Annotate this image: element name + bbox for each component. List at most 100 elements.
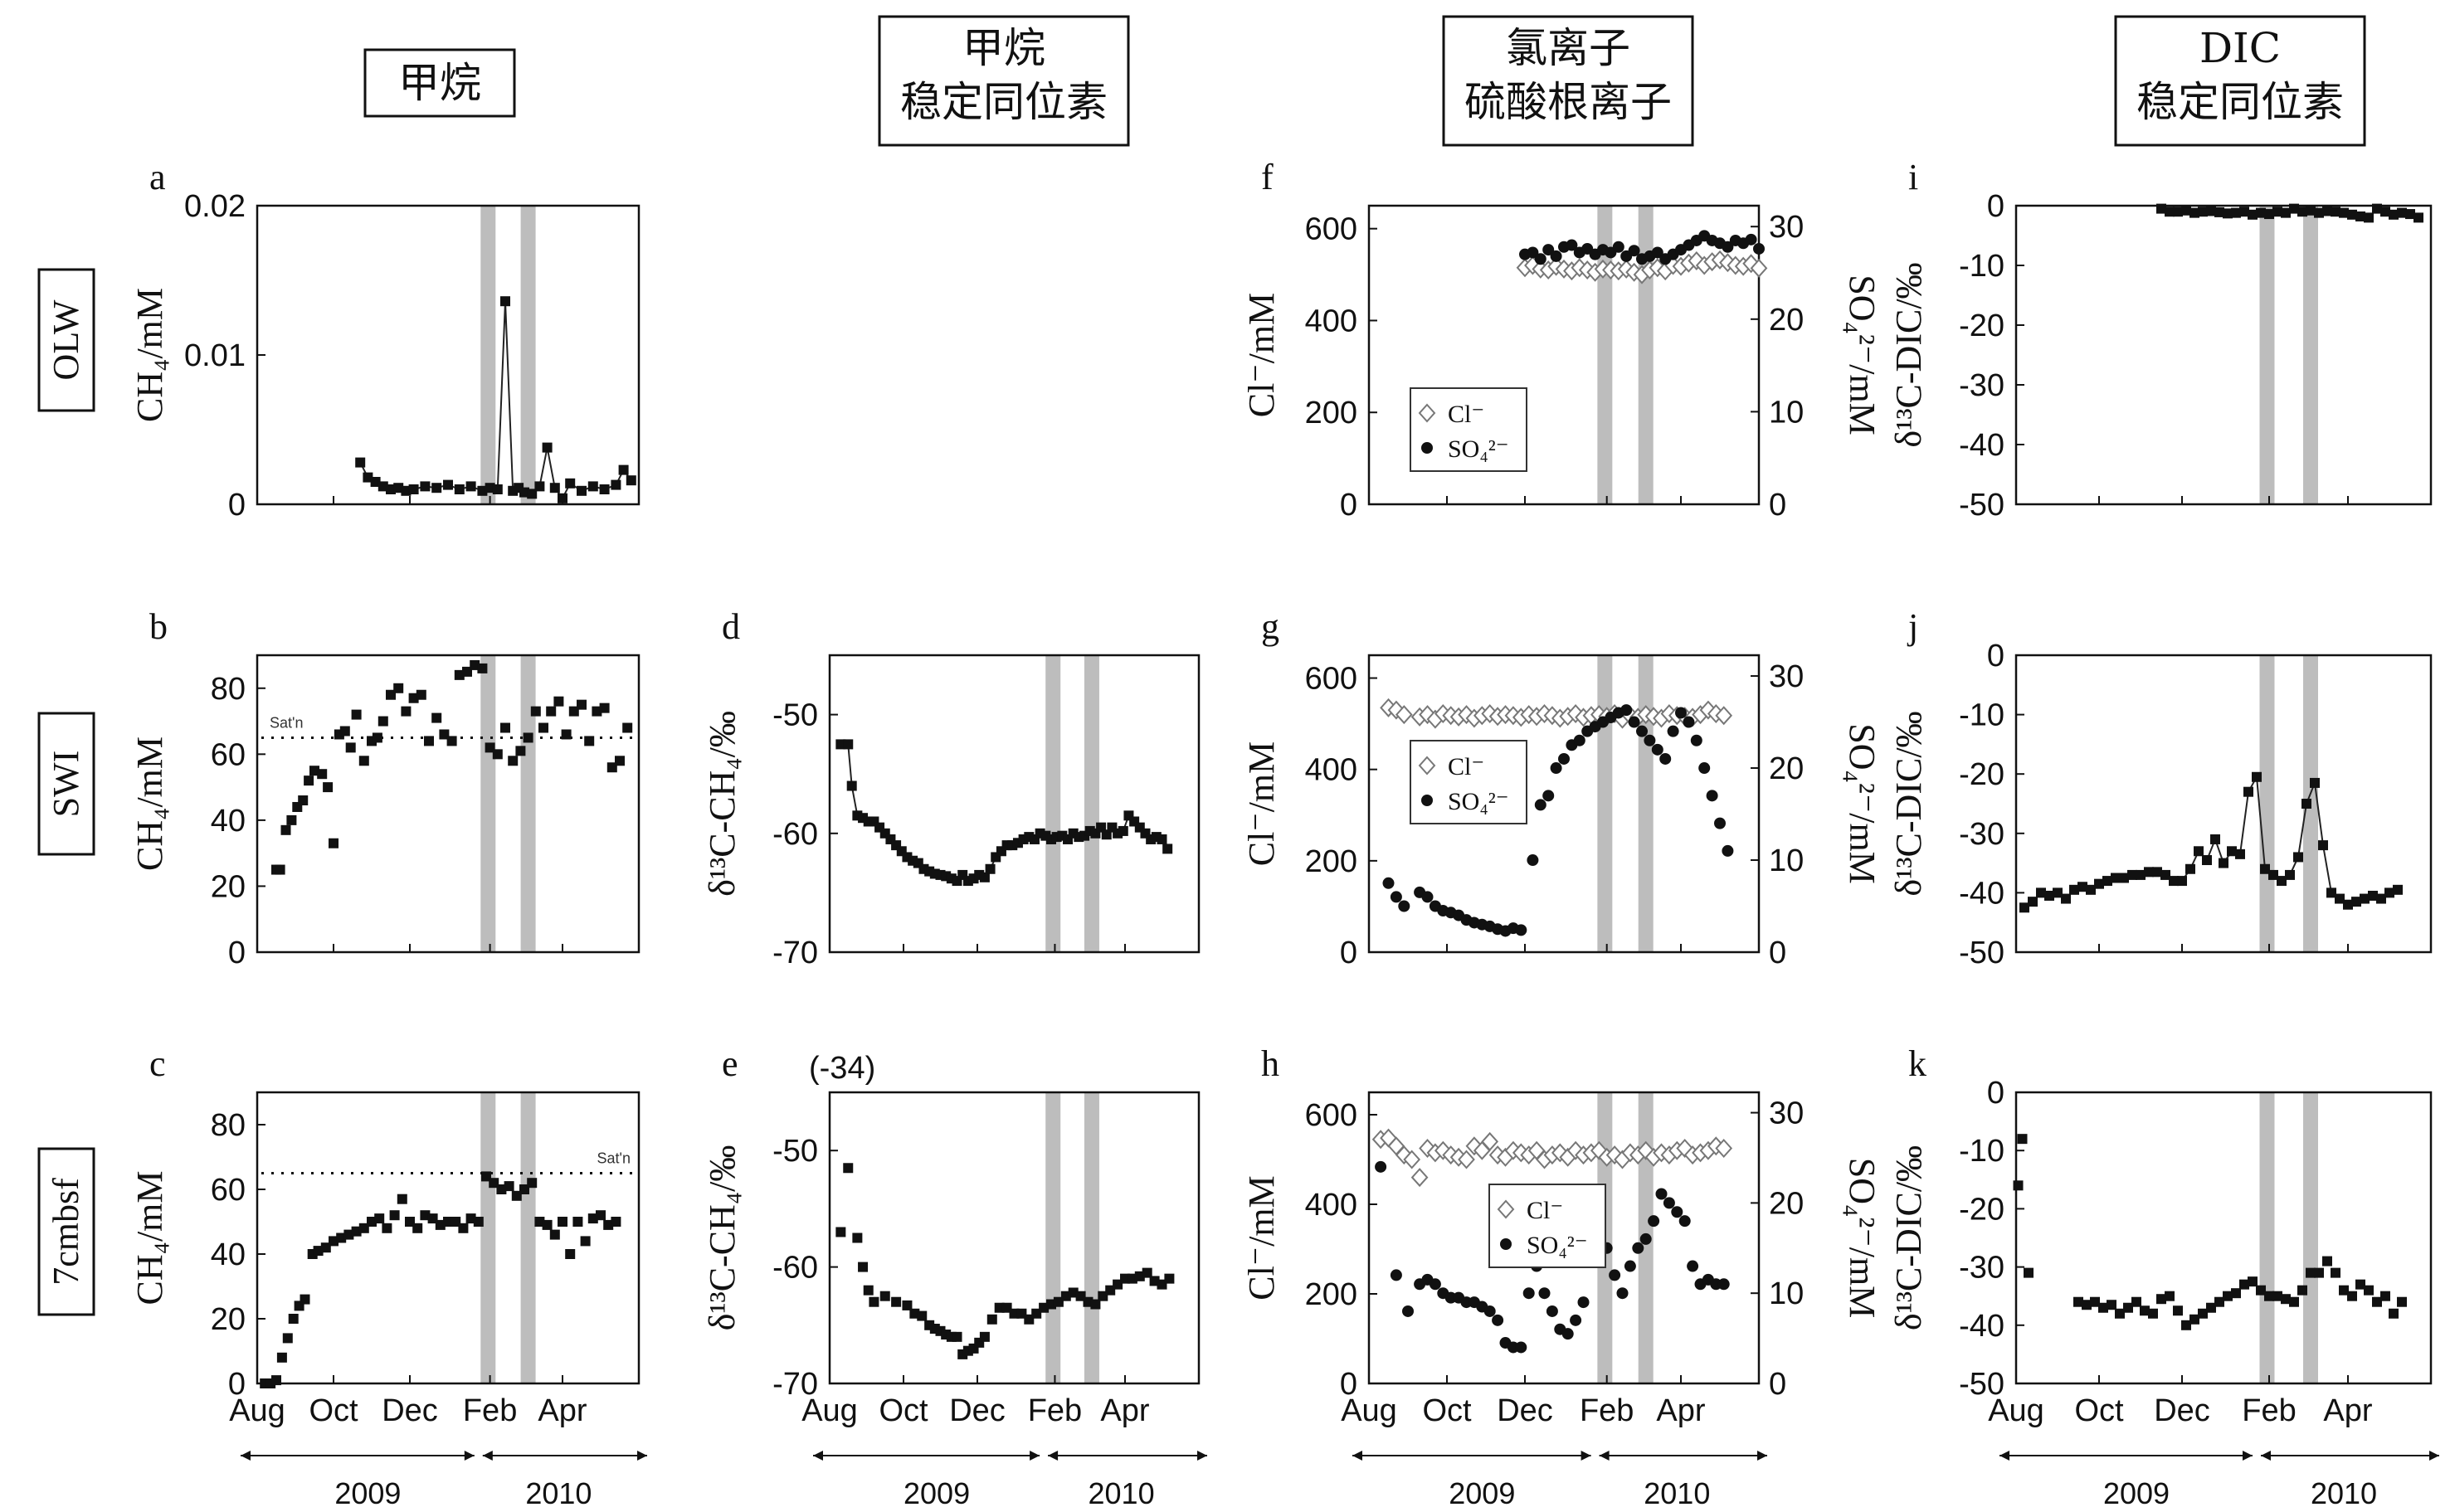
sampling-gap-band [480, 206, 496, 504]
x-tick-label: Apr [1656, 1393, 1705, 1428]
y2-tick-label: 20 [1769, 303, 1804, 338]
data-point [534, 1217, 545, 1227]
data-point-so4 [1678, 1215, 1691, 1228]
panel-c: c 0 20 40 60 80 CH₄/mM Aug Oct Dec Feb Apr Sat'n [129, 1043, 641, 1428]
x-tick-label: Dec [1497, 1393, 1553, 1428]
data-point-so4 [1632, 1242, 1644, 1254]
y-tick-label: 0 [1987, 1076, 2004, 1111]
y-tick-label: 400 [1305, 1188, 1357, 1223]
data-point-so4 [1698, 762, 1711, 775]
x-tick-label: Dec [2154, 1393, 2210, 1428]
legend-marker-so4 [1421, 442, 1433, 454]
data-point [377, 481, 388, 492]
year-axis-h: 2009 2010 [1352, 1451, 1767, 1510]
data-point [2331, 1267, 2340, 1278]
x-tick-label: Feb [463, 1393, 517, 1428]
data-point [584, 736, 595, 746]
data-point [2077, 882, 2087, 892]
data-point [2314, 1267, 2324, 1278]
data-point [599, 484, 610, 494]
data-point [2235, 848, 2245, 859]
y2-tick-label: 30 [1769, 210, 1804, 245]
data-point [2231, 1288, 2241, 1299]
y-tick-label: 20 [211, 1302, 246, 1337]
arrow-head [2261, 1451, 2271, 1461]
data-point-so4 [1687, 1260, 1699, 1272]
data-point [2331, 207, 2340, 217]
data-point-so4 [1628, 716, 1640, 728]
legend: Cl⁻ SO₄²⁻ [1488, 1184, 1606, 1268]
data-point [603, 1219, 614, 1230]
header-box [363, 48, 516, 118]
data-point [2306, 205, 2316, 216]
x-tick-label: Apr [2323, 1393, 2372, 1428]
data-point [2094, 878, 2104, 889]
data-point-so4 [1717, 1278, 1730, 1291]
data-point [477, 485, 488, 496]
data-point [611, 1217, 621, 1227]
panel-f: f 0 200 400 600 Cl⁻/mM 0 10 20 30 SO₄²⁻/mM Cl⁻ SO₄²⁻ [1241, 157, 1883, 523]
x-tick-label: Feb [2242, 1393, 2296, 1428]
data-point-so4 [1566, 239, 1578, 251]
data-point [2306, 1267, 2316, 1278]
data-point [519, 1184, 529, 1194]
sampling-gap-band [480, 1092, 496, 1383]
column-header: 甲烷 [363, 48, 516, 118]
panel-d: d -70 -60 -50 δ¹³C-CH₄/‰ [702, 606, 1201, 970]
data-point-so4 [1616, 1287, 1629, 1300]
data-point [427, 1213, 438, 1224]
data-point [843, 739, 854, 750]
x-tick-label: Oct [1422, 1393, 1472, 1428]
legend-box [1410, 387, 1527, 472]
legend-label-so4: SO₄²⁻ [1448, 788, 1509, 815]
data-point [300, 1294, 310, 1305]
data-point [304, 775, 314, 786]
data-point [592, 706, 602, 717]
panel-e: e -70 -60 -50 δ¹³C-CH₄/‰ Aug Oct Dec Feb Apr [702, 1043, 1201, 1428]
data-point [2069, 884, 2079, 895]
data-point [288, 1314, 299, 1324]
data-point [2335, 893, 2345, 904]
y-tick-label: 600 [1305, 662, 1357, 697]
y-tick-label: -50 [772, 698, 818, 733]
sampling-gap-band [520, 206, 536, 504]
data-point [439, 729, 450, 740]
x-tick-label: Apr [538, 1393, 587, 1428]
data-point [2019, 902, 2029, 913]
y-axis-label: δ¹³C-DIC/‰ [1888, 711, 1929, 896]
data-point [446, 736, 457, 746]
data-point [1164, 1273, 1175, 1284]
arrow-head [1197, 1451, 1207, 1461]
data-point [606, 762, 617, 773]
data-point [343, 1229, 354, 1240]
data-point [2372, 203, 2382, 214]
data-point [511, 1190, 522, 1201]
panel-letter: a [149, 157, 166, 197]
data-point [2177, 876, 2187, 887]
data-point [2017, 1134, 2028, 1145]
panel-b: b 0 20 40 60 80 CH₄/mM Sat'n [129, 606, 641, 970]
data-point [2214, 1296, 2224, 1307]
data-point-cl [1688, 250, 1706, 270]
legend-marker-cl [1418, 403, 1436, 423]
data-point-so4 [1706, 790, 1718, 802]
sampling-gap-band [1084, 655, 1099, 952]
y-tick-label: -40 [1959, 876, 2004, 911]
data-point-cl [1715, 706, 1733, 726]
data-point [2413, 212, 2423, 223]
data-point [443, 1217, 453, 1227]
data-point [2239, 1279, 2249, 1290]
data-point [2090, 1296, 2100, 1307]
sampling-gap-band [520, 1092, 536, 1383]
legend: Cl⁻ SO₄²⁻ [1410, 740, 1527, 824]
data-point-cl [1750, 258, 1768, 278]
data-point [2252, 771, 2262, 782]
data-point [986, 1314, 997, 1325]
data-point [2214, 207, 2224, 217]
panel-letter: b [149, 606, 168, 647]
header-text: 稳定同位素 [2136, 78, 2344, 126]
y-tick-label: 400 [1305, 753, 1357, 788]
data-point-so4 [1577, 1296, 1590, 1309]
